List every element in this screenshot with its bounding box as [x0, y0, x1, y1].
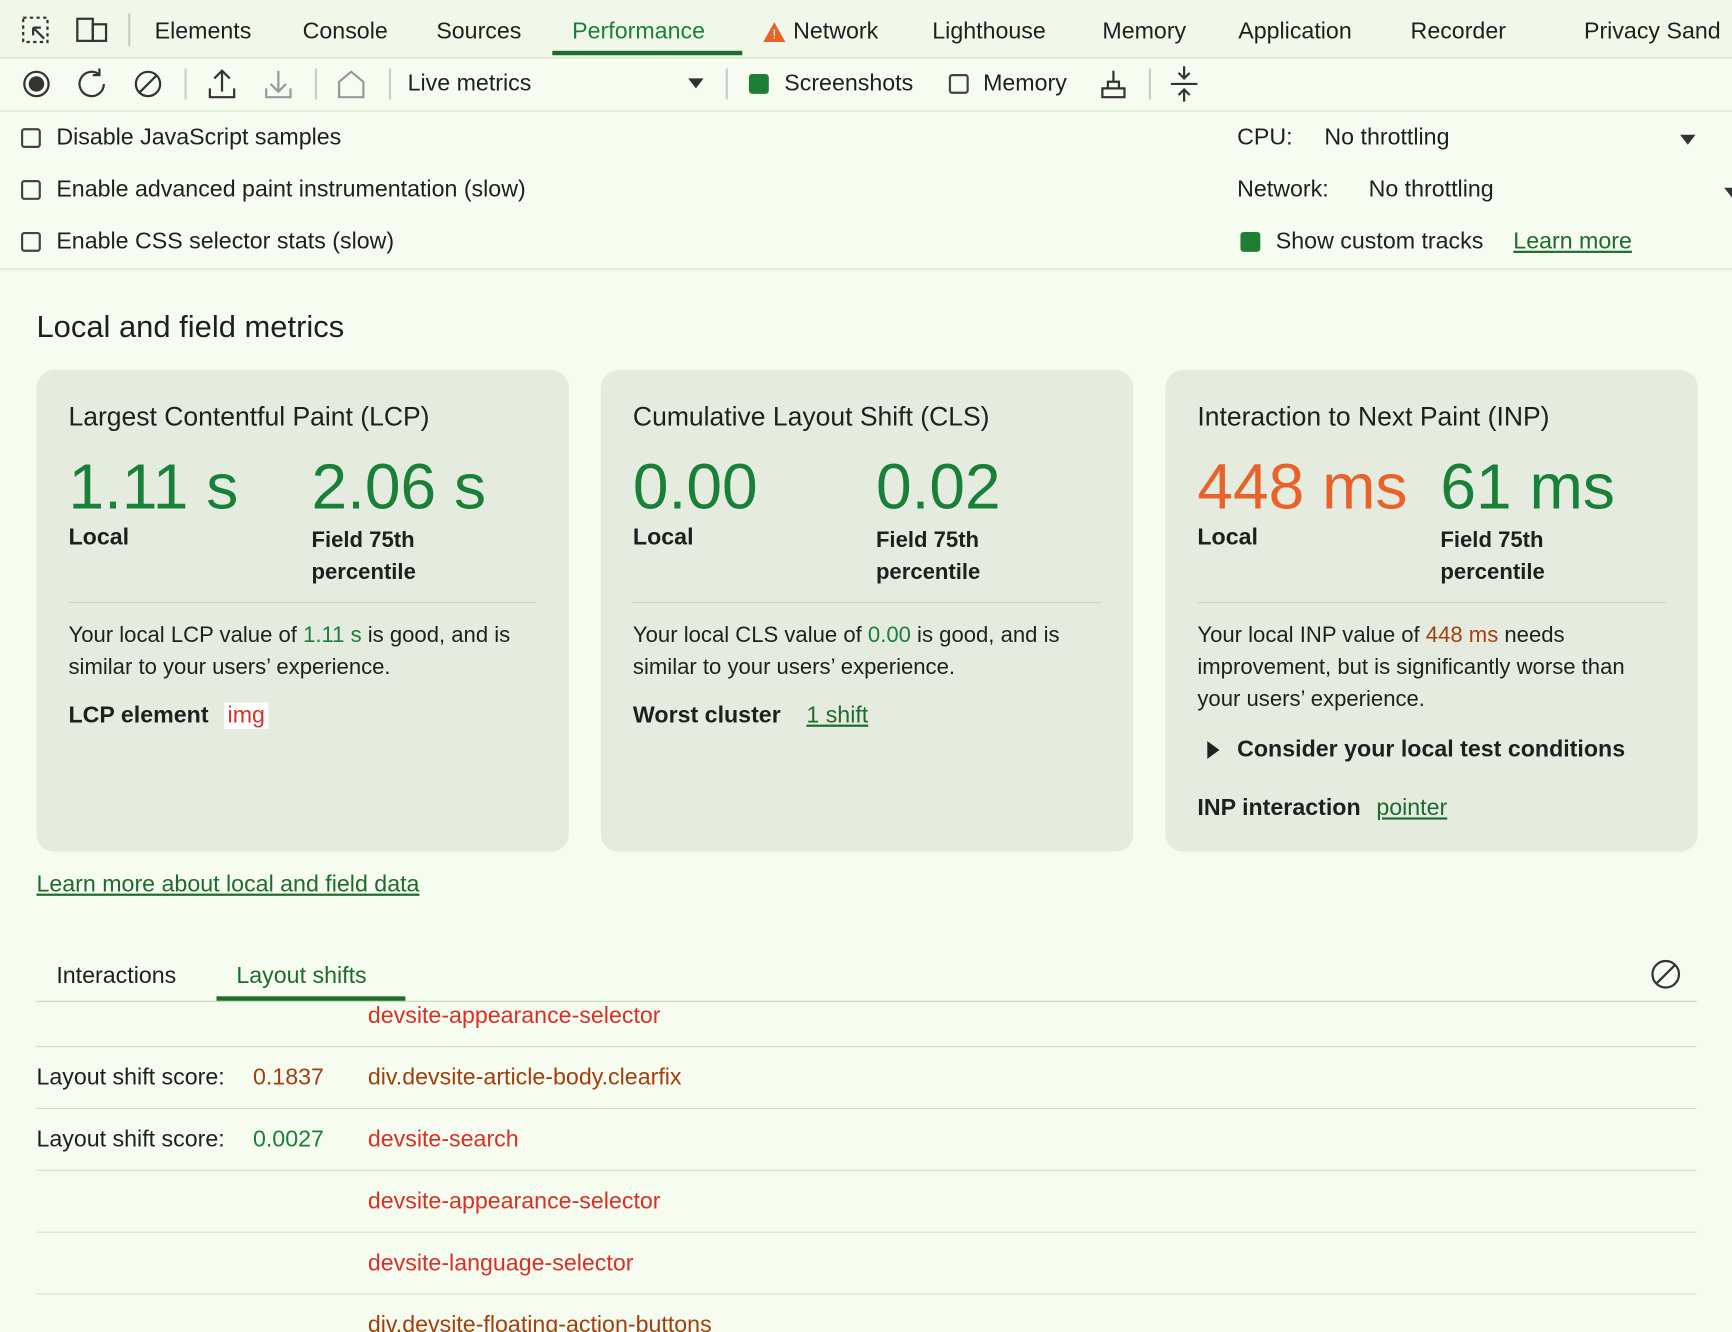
field-label: Field 75th percentile — [875, 527, 981, 585]
toolbar-icons: ! — [22, 13, 1198, 102]
description: Your local INP value of 448 ms needs imp… — [1197, 620, 1672, 716]
network-label: Network: — [1237, 176, 1329, 203]
tab[interactable]: Lighthouse — [932, 18, 1046, 45]
tab[interactable]: Elements — [154, 18, 252, 45]
field-value: 2.06 s — [311, 451, 487, 524]
checkbox-label: Enable advanced paint instrumentation (s… — [56, 176, 526, 203]
metric-card: Largest Contentful Paint (LCP) 1.11 s 2.06… — [36, 370, 569, 852]
checkbox[interactable] — [20, 128, 41, 149]
card-title: Largest Contentful Paint (LCP) — [68, 402, 430, 432]
extra-label: Worst cluster — [632, 702, 781, 728]
checkbox-label: Show custom tracks — [1275, 228, 1484, 255]
field-value: 61 ms — [1440, 451, 1615, 524]
dropdown-arrows — [1680, 134, 1732, 198]
section-title: Local and field metrics — [36, 309, 345, 344]
tab[interactable]: Console — [302, 18, 388, 45]
details-arrow[interactable] — [1207, 741, 1220, 759]
extra-value[interactable]: pointer — [1376, 795, 1448, 821]
tab[interactable]: Sources — [436, 18, 522, 45]
text: Your local INP value of — [1197, 622, 1426, 648]
text: Your local CLS value of — [632, 622, 868, 648]
tab-indicator — [216, 996, 406, 1001]
checkbox-label: Memory — [983, 70, 1067, 97]
link[interactable]: Learn more about local and field data — [36, 871, 420, 897]
svg-text:!: ! — [772, 27, 776, 42]
divider — [36, 1000, 1697, 1002]
tab[interactable]: Recorder — [1410, 18, 1506, 45]
row-divider — [36, 1046, 1697, 1048]
field-label: Field 75th percentile — [1440, 527, 1545, 585]
row-divider — [36, 1231, 1697, 1233]
checkbox[interactable] — [20, 231, 41, 252]
score-value: 0.1837 — [252, 1064, 324, 1091]
extra-value[interactable]: 1 shift — [806, 702, 869, 728]
tab-bar — [0, 0, 1732, 59]
element[interactable]: devsite-search — [367, 1126, 519, 1153]
link[interactable]: Learn more — [1513, 228, 1632, 255]
local-label: Local — [68, 524, 130, 551]
field-value: 0.02 — [875, 451, 1001, 524]
metric-card: Cumulative Layout Shift (CLS) 0.00 0.02 Loc… — [600, 370, 1134, 852]
card-title: Interaction to Next Paint (INP) — [1197, 402, 1550, 432]
cpu-select[interactable]: No throttling — [1324, 124, 1450, 151]
divider — [0, 110, 1732, 112]
extra-label: LCP element — [68, 702, 209, 728]
element[interactable]: devsite-language-selector — [367, 1250, 634, 1276]
checkbox[interactable] — [948, 74, 969, 94]
local-value: 1.11 s — [68, 451, 239, 524]
checkbox-label: Enable CSS selector stats (slow) — [56, 228, 395, 255]
score-label: Layout shift score: — [36, 1126, 225, 1153]
extra-label: INP interaction — [1197, 795, 1361, 821]
bottom-tab[interactable]: Layout shifts — [236, 963, 367, 989]
local-value: 0.00 — [632, 451, 758, 524]
clear-button[interactable] — [1650, 959, 1681, 990]
local-label: Local — [632, 524, 694, 551]
throttle-dropdown[interactable]: Live metrics — [407, 70, 532, 97]
element[interactable]: div.devsite-article-body.clearfix — [367, 1064, 682, 1091]
extra-value: img — [224, 702, 269, 730]
divider — [632, 602, 1102, 604]
row-divider — [36, 1293, 1697, 1295]
divider — [68, 602, 537, 604]
text: needs improvement, but is significantly … — [1197, 622, 1625, 712]
field-label: Field 75th percentile — [311, 527, 416, 585]
tab[interactable]: Privacy Sand — [1583, 18, 1721, 45]
divider — [1197, 602, 1666, 604]
card-title: Cumulative Layout Shift (CLS) — [632, 402, 990, 432]
local-value: 448 ms — [1197, 451, 1408, 524]
score-value: 0.0027 — [252, 1126, 324, 1153]
element[interactable]: div.devsite-floating-action-buttons — [367, 1312, 712, 1332]
details[interactable]: Consider your local test conditions — [1237, 736, 1626, 763]
checkbox-label: Screenshots — [784, 70, 914, 97]
text: 448 ms — [1425, 622, 1499, 648]
bottom-tab[interactable]: Interactions — [56, 963, 177, 989]
element[interactable]: devsite-appearance-selector — [367, 1002, 661, 1029]
divider — [0, 268, 1732, 270]
checkbox-label: Disable JavaScript samples — [56, 124, 342, 151]
score-label: Layout shift score: — [36, 1064, 225, 1091]
text: 1.11 s — [303, 622, 362, 648]
tab[interactable]: Performance — [572, 18, 705, 45]
text: is good, and is similar to your users’ e… — [68, 622, 511, 680]
row-divider — [36, 1107, 1697, 1110]
row-divider — [36, 1169, 1697, 1171]
cpu-label: CPU: — [1237, 124, 1293, 151]
checkbox[interactable] — [1240, 231, 1261, 252]
checkbox[interactable] — [748, 74, 769, 94]
tab[interactable]: Network — [793, 18, 879, 45]
checkbox[interactable] — [20, 180, 41, 200]
tab[interactable]: Application — [1238, 18, 1352, 45]
text: Your local LCP value of — [68, 622, 304, 648]
local-label: Local — [1197, 524, 1258, 551]
metric-card: Interaction to Next Paint (INP) 448 ms 61 … — [1165, 370, 1698, 852]
network-select[interactable]: No throttling — [1368, 176, 1494, 203]
text: 0.00 — [867, 622, 911, 648]
description: Your local LCP value of 1.11 s is good, … — [68, 620, 543, 684]
description: Your local CLS value of 0.00 is good, an… — [633, 620, 1108, 684]
text: is good, and is similar to your users’ e… — [632, 622, 1060, 680]
tab[interactable]: Memory — [1102, 18, 1187, 45]
element[interactable]: devsite-appearance-selector — [367, 1188, 661, 1214]
